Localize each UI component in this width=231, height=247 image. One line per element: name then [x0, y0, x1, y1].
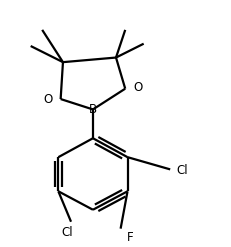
Text: Cl: Cl	[61, 226, 73, 239]
Text: Cl: Cl	[175, 164, 187, 177]
Text: O: O	[43, 93, 52, 105]
Text: O: O	[133, 82, 142, 95]
Text: B: B	[88, 103, 97, 116]
Text: F: F	[126, 231, 132, 244]
